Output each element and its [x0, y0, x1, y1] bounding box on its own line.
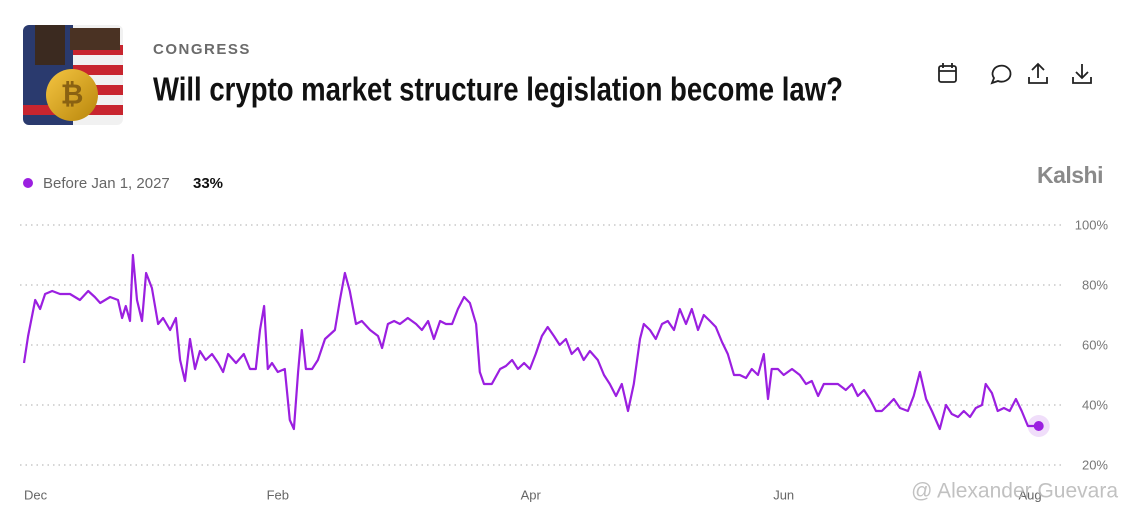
x-tick-label: Dec — [24, 487, 48, 502]
y-tick-label: 60% — [1082, 337, 1108, 352]
y-tick-label: 40% — [1082, 397, 1108, 412]
svg-text:₿: ₿ — [61, 78, 84, 109]
calendar-button[interactable] — [938, 63, 957, 83]
market-section: CONGRESS — [153, 41, 251, 58]
share-button[interactable] — [1028, 62, 1048, 84]
brand-logo: Kalshi — [1037, 162, 1103, 188]
x-tick-label: Aug — [1018, 487, 1041, 502]
last-point — [1033, 421, 1044, 431]
legend-label: Before Jan 1, 2027 — [43, 175, 170, 192]
y-tick-label: 20% — [1082, 457, 1108, 472]
legend-value: 33% — [193, 175, 223, 192]
y-tick-label: 100% — [1075, 217, 1109, 232]
legend-swatch — [23, 178, 33, 188]
x-tick-label: Apr — [521, 487, 542, 502]
download-button[interactable] — [1072, 64, 1092, 84]
watermark: @ Alexander Guevara — [911, 480, 1118, 503]
x-tick-label: Feb — [267, 487, 289, 502]
y-tick-label: 80% — [1082, 277, 1108, 292]
market-title: Will crypto market structure legislation… — [153, 71, 843, 108]
series-line — [22, 253, 1039, 431]
x-tick-label: Jun — [773, 487, 794, 502]
plot-area: 20% 40% 60% 80% 100% Dec Feb Apr Jun Aug — [20, 217, 1108, 502]
comment-button[interactable] — [990, 64, 1012, 85]
market-thumbnail: ₿ — [23, 25, 123, 125]
